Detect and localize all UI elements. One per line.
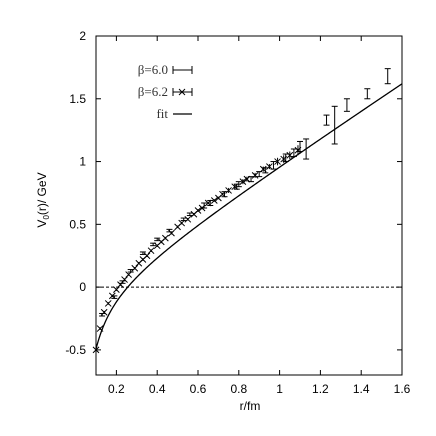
x-tick-label: 0.4: [149, 382, 166, 396]
data-point-beta-6-2: [198, 204, 206, 212]
x-tick-label: 1.6: [394, 382, 411, 396]
y-tick-label: 1: [79, 155, 86, 169]
data-point-beta-6-2: [147, 247, 155, 255]
data-point-beta-6-2: [121, 276, 128, 283]
y-tick-label: 1.5: [69, 92, 86, 106]
x-tick-label: 0.8: [230, 382, 247, 396]
data-point-beta-6-2: [104, 300, 112, 307]
legend-label-fit: fit: [156, 106, 168, 121]
data-point-beta-6-2: [239, 178, 247, 185]
data-point-beta-6-2: [231, 183, 239, 191]
data-point-beta-6-2: [125, 271, 132, 278]
data-point-beta-6-2: [243, 175, 251, 183]
x-tick-label: 0.6: [190, 382, 207, 396]
data-point-beta-6-2: [274, 157, 281, 166]
legend-symbol-beta-6-2-cross-b: [178, 88, 186, 96]
data-series-layer: [92, 68, 391, 354]
x-tick-label: 1: [276, 382, 283, 396]
data-point-beta-6-2: [225, 187, 232, 194]
data-point-beta-6-2: [280, 155, 288, 163]
y-axis-title-subscript: 0: [42, 215, 51, 220]
y-axis-title-suffix: (r)/ GeV: [35, 172, 49, 215]
data-point-beta-6-2: [251, 172, 259, 179]
data-point-beta-6-0: [186, 212, 193, 217]
data-point-beta-6-2: [194, 207, 202, 214]
y-axis-title: V0(r)/ GeV: [35, 172, 51, 227]
y-axis-ticks: -0.5 0 0.5 1 1.5 2: [65, 29, 402, 357]
data-point-beta-6-2: [131, 264, 139, 272]
data-point-beta-6-2: [96, 325, 104, 332]
data-point-beta-6-2: [92, 346, 100, 354]
fit-curve-layer: [95, 83, 403, 350]
fit-curve: [95, 83, 403, 350]
data-point-beta-6-2: [266, 163, 273, 170]
data-point-beta-6-0: [235, 181, 242, 188]
data-point-beta-6-0: [303, 138, 310, 160]
data-point-beta-6-2: [294, 145, 302, 156]
plot-frame: [95, 35, 403, 376]
data-point-beta-6-2: [143, 252, 151, 260]
y-tick-label: 2: [79, 29, 86, 43]
y-tick-label: 0.5: [69, 217, 86, 231]
data-point-beta-6-0: [364, 88, 371, 100]
data-point-beta-6-0: [323, 114, 330, 126]
y-tick-label: 0: [79, 280, 86, 294]
data-point-beta-6-2: [168, 229, 175, 237]
data-point-beta-6-2: [204, 199, 212, 207]
legend-label-beta-6-2: β=6.2: [138, 84, 168, 99]
legend-label-beta-6-0: β=6.0: [138, 62, 168, 77]
legend: β=6.0 β=6.2 fit: [138, 62, 193, 121]
data-point-beta-6-0: [154, 237, 161, 242]
x-axis-ticks: 0.2 0.4 0.6 0.8 1 1.2 1.4 1.6: [108, 36, 411, 396]
data-point-beta-6-2: [210, 197, 218, 204]
data-point-beta-6-2: [219, 190, 226, 198]
data-point-beta-6-0: [139, 251, 146, 255]
data-point-beta-6-0: [384, 68, 391, 85]
data-point-beta-6-0: [290, 148, 297, 158]
y-tick-label: -0.5: [65, 343, 86, 357]
data-point-beta-6-2: [286, 151, 294, 160]
data-point-beta-6-2: [117, 281, 124, 288]
data-point-beta-6-2: [113, 286, 120, 293]
data-point-beta-6-2: [108, 292, 116, 300]
y-axis-title-main: V: [35, 220, 49, 228]
data-point-beta-6-2: [259, 165, 267, 173]
x-axis-title: r/fm: [240, 399, 261, 413]
legend-symbols: [172, 66, 193, 115]
x-tick-label: 1.2: [312, 382, 329, 396]
data-point-beta-6-2: [100, 308, 108, 316]
x-tick-label: 0.2: [108, 382, 125, 396]
data-point-beta-6-0: [343, 98, 350, 112]
x-tick-label: 1.4: [353, 382, 370, 396]
data-point-beta-6-2: [184, 215, 192, 223]
data-point-beta-6-0: [331, 105, 338, 145]
plot-area-border: [95, 35, 403, 376]
data-point-beta-6-2: [162, 234, 169, 242]
data-point-beta-6-2: [178, 219, 186, 227]
